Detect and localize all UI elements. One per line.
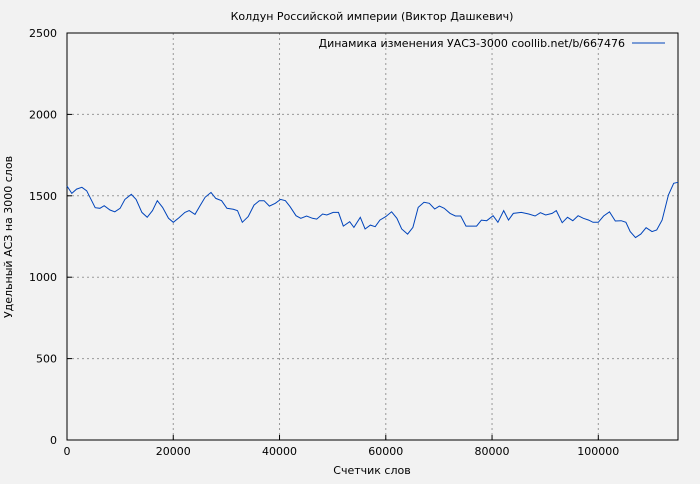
plot-frame <box>66 32 679 441</box>
x-tick-label: 40000 <box>262 445 297 458</box>
x-tick-label: 80000 <box>475 445 510 458</box>
x-axis-label: Счетчик слов <box>333 464 410 477</box>
y-axis-label: Удельный АСЗ на 3000 слов <box>2 156 15 318</box>
x-tick-label: 100000 <box>577 445 619 458</box>
x-tick-label: 20000 <box>156 445 191 458</box>
tick-labels: 0 20000 40000 60000 80000 100000 0 500 1000 1500 2… <box>29 27 619 458</box>
series-line <box>66 181 679 239</box>
y-tick-label: 1500 <box>29 190 57 203</box>
chart-title: Колдун Российской империи (Виктор Дашкев… <box>231 10 514 23</box>
y-tick-label: 2500 <box>29 27 57 40</box>
y-tick-label: 0 <box>50 434 57 447</box>
x-tick-label: 60000 <box>368 445 403 458</box>
x-tick-label: 0 <box>64 445 71 458</box>
grid <box>66 32 678 441</box>
y-tick-label: 500 <box>36 353 57 366</box>
y-tick-label: 1000 <box>29 271 57 284</box>
y-tick-label: 2000 <box>29 108 57 121</box>
legend-label: Динамика изменения УАСЗ-3000 coollib.net… <box>319 37 626 50</box>
